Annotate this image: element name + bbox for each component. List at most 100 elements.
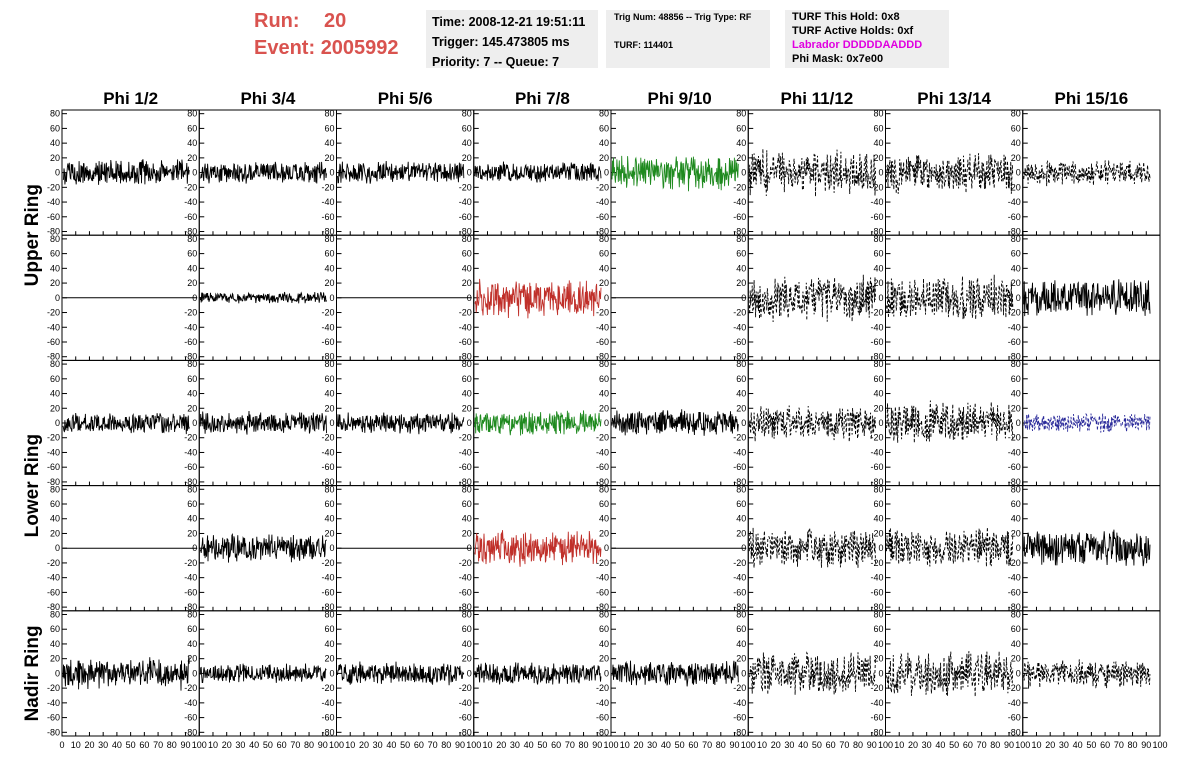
x-tick-label: 90 bbox=[181, 740, 191, 750]
waveform-trace bbox=[748, 274, 876, 323]
column-title: Phi 15/16 bbox=[1055, 89, 1129, 108]
y-tick-label: 80 bbox=[462, 609, 472, 619]
x-tick-label: 60 bbox=[139, 740, 149, 750]
y-tick-label: 20 bbox=[736, 654, 746, 664]
x-tick-label: 90 bbox=[1004, 740, 1014, 750]
waveform-trace bbox=[200, 161, 327, 184]
y-tick-label: 80 bbox=[1011, 359, 1021, 369]
y-tick-label: -80 bbox=[321, 727, 334, 737]
y-tick-label: 80 bbox=[50, 359, 60, 369]
x-tick-label: 10 bbox=[345, 740, 355, 750]
y-tick-label: 80 bbox=[462, 484, 472, 494]
x-tick-label: 30 bbox=[647, 740, 657, 750]
ring-label: Lower Ring bbox=[22, 434, 43, 537]
y-tick-label: -40 bbox=[184, 573, 197, 583]
x-tick-label: 50 bbox=[400, 740, 410, 750]
x-tick-label: 90 bbox=[455, 740, 465, 750]
x-tick-label: 50 bbox=[949, 740, 959, 750]
y-tick-label: -40 bbox=[459, 573, 472, 583]
y-tick-label: -20 bbox=[733, 308, 746, 318]
y-tick-label: 20 bbox=[736, 403, 746, 413]
y-tick-label: 60 bbox=[873, 374, 883, 384]
y-tick-label: -60 bbox=[459, 212, 472, 222]
y-tick-label: 40 bbox=[462, 138, 472, 148]
y-tick-label: -80 bbox=[184, 602, 197, 612]
y-tick-label: -60 bbox=[459, 337, 472, 347]
x-tick-label: 30 bbox=[784, 740, 794, 750]
y-tick-label: 40 bbox=[1011, 514, 1021, 524]
x-tick-label: 40 bbox=[798, 740, 808, 750]
y-tick-label: -40 bbox=[47, 698, 60, 708]
x-tick-label: 100 bbox=[1015, 740, 1030, 750]
y-tick-label: -60 bbox=[733, 212, 746, 222]
y-tick-label: 40 bbox=[1011, 389, 1021, 399]
y-tick-label: 0 bbox=[192, 168, 197, 178]
y-tick-label: -60 bbox=[1008, 587, 1021, 597]
y-tick-label: -40 bbox=[870, 322, 883, 332]
y-tick-label: 0 bbox=[741, 668, 746, 678]
y-tick-label: -20 bbox=[184, 683, 197, 693]
y-tick-label: -60 bbox=[733, 462, 746, 472]
y-tick-label: -60 bbox=[870, 212, 883, 222]
y-tick-label: 60 bbox=[1011, 249, 1021, 259]
y-tick-label: -80 bbox=[47, 727, 60, 737]
x-tick-label: 70 bbox=[839, 740, 849, 750]
y-tick-label: 0 bbox=[55, 418, 60, 428]
x-tick-label: 60 bbox=[826, 740, 836, 750]
y-tick-label: -80 bbox=[1008, 477, 1021, 487]
y-tick-label: -60 bbox=[733, 713, 746, 723]
panel-frame bbox=[747, 109, 886, 236]
y-tick-label: 60 bbox=[599, 249, 609, 259]
y-tick-label: 0 bbox=[55, 293, 60, 303]
y-tick-label: 0 bbox=[467, 168, 472, 178]
y-tick-label: -60 bbox=[733, 337, 746, 347]
waveform-trace bbox=[62, 656, 190, 691]
y-tick-label: -60 bbox=[870, 587, 883, 597]
y-tick-label: 40 bbox=[599, 138, 609, 148]
y-tick-label: 60 bbox=[324, 499, 334, 509]
y-tick-label: 20 bbox=[599, 278, 609, 288]
y-tick-label: 40 bbox=[187, 138, 197, 148]
y-tick-label: -60 bbox=[184, 713, 197, 723]
y-tick-label: 20 bbox=[736, 278, 746, 288]
x-tick-label: 20 bbox=[908, 740, 918, 750]
ring-label: Upper Ring bbox=[22, 184, 43, 286]
y-tick-label: 60 bbox=[187, 123, 197, 133]
y-tick-label: -40 bbox=[870, 447, 883, 457]
x-tick-label: 20 bbox=[222, 740, 232, 750]
y-tick-label: -60 bbox=[321, 462, 334, 472]
x-tick-label: 100 bbox=[741, 740, 756, 750]
y-tick-label: 40 bbox=[187, 514, 197, 524]
x-tick-label: 70 bbox=[153, 740, 163, 750]
y-tick-label: 20 bbox=[324, 403, 334, 413]
y-tick-label: -20 bbox=[733, 683, 746, 693]
waveform-trace bbox=[1023, 529, 1151, 567]
y-tick-label: 0 bbox=[1016, 543, 1021, 553]
y-tick-label: 0 bbox=[1016, 168, 1021, 178]
y-tick-label: -60 bbox=[321, 587, 334, 597]
y-tick-label: -80 bbox=[321, 477, 334, 487]
y-tick-label: -20 bbox=[870, 558, 883, 568]
y-tick-label: -80 bbox=[1008, 227, 1021, 237]
y-tick-label: 20 bbox=[187, 278, 197, 288]
waveform-trace bbox=[474, 530, 602, 567]
x-tick-label: 50 bbox=[812, 740, 822, 750]
y-tick-label: 80 bbox=[599, 234, 609, 244]
y-tick-label: -40 bbox=[321, 447, 334, 457]
y-tick-label: -60 bbox=[459, 462, 472, 472]
y-tick-label: 40 bbox=[324, 389, 334, 399]
waveform-trace bbox=[886, 153, 1014, 194]
y-tick-label: 80 bbox=[873, 109, 883, 119]
waveform-trace bbox=[1023, 159, 1151, 187]
y-tick-label: -20 bbox=[184, 433, 197, 443]
waveform-trace bbox=[337, 661, 465, 686]
y-tick-label: 80 bbox=[1011, 234, 1021, 244]
y-tick-label: 0 bbox=[741, 418, 746, 428]
x-tick-label: 10 bbox=[71, 740, 81, 750]
column-title: Phi 5/6 bbox=[378, 89, 433, 108]
y-tick-label: -60 bbox=[870, 462, 883, 472]
y-tick-label: 60 bbox=[736, 374, 746, 384]
y-tick-label: -40 bbox=[596, 197, 609, 207]
x-tick-label: 20 bbox=[496, 740, 506, 750]
y-tick-label: -60 bbox=[1008, 713, 1021, 723]
